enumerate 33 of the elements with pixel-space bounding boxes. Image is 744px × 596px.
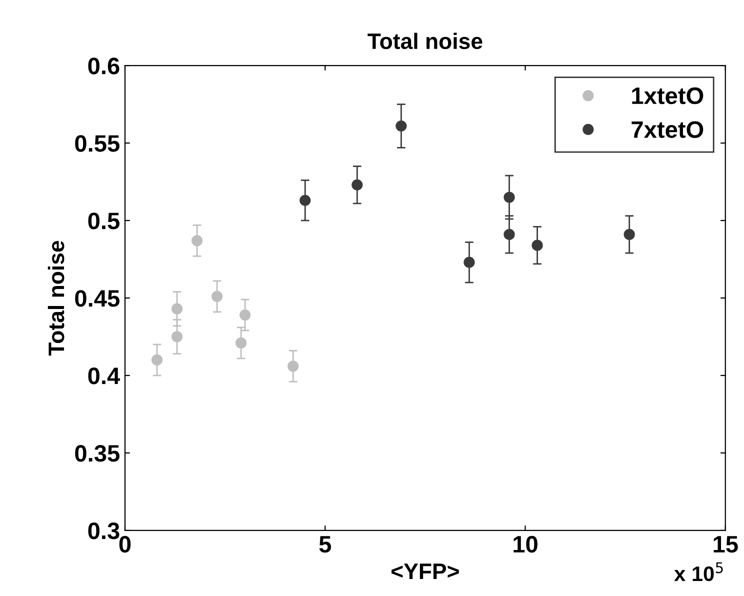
y-tick-label: 0.45	[75, 290, 120, 307]
x-tick-label: 0	[119, 536, 131, 553]
y-tick-label: 0.6	[88, 58, 120, 74]
legend-label: 1xtetO	[632, 87, 704, 104]
text: x 10$^{5}$	[674, 562, 723, 582]
x-tick-label: 5	[319, 536, 332, 553]
y-tick-label: 0.35	[75, 445, 120, 462]
chart-title: Total noise	[368, 32, 482, 50]
point	[212, 290, 223, 302]
x-tick-label: 10	[514, 536, 538, 553]
point	[624, 228, 635, 240]
legend-label: 7xtetO	[632, 121, 704, 138]
point	[236, 337, 247, 348]
point	[240, 309, 251, 321]
point	[396, 120, 407, 132]
x-tick-label: 15	[714, 536, 738, 553]
y-tick-label: 0.55	[75, 135, 120, 152]
y-tick-label: 0.4	[88, 368, 120, 384]
point	[191, 235, 203, 246]
x-axis-title: <YFP>	[392, 564, 459, 579]
point	[171, 303, 183, 314]
y-tick-label: 0.3	[88, 522, 120, 540]
point	[288, 360, 299, 372]
point	[352, 179, 363, 190]
point	[464, 256, 475, 268]
point	[151, 354, 163, 366]
point	[171, 331, 183, 342]
y-axis-title: Total noise	[48, 240, 64, 356]
point	[532, 240, 543, 251]
point	[300, 194, 311, 206]
y-tick-label: 0.5	[88, 212, 120, 230]
point	[504, 192, 515, 203]
point	[504, 228, 515, 240]
